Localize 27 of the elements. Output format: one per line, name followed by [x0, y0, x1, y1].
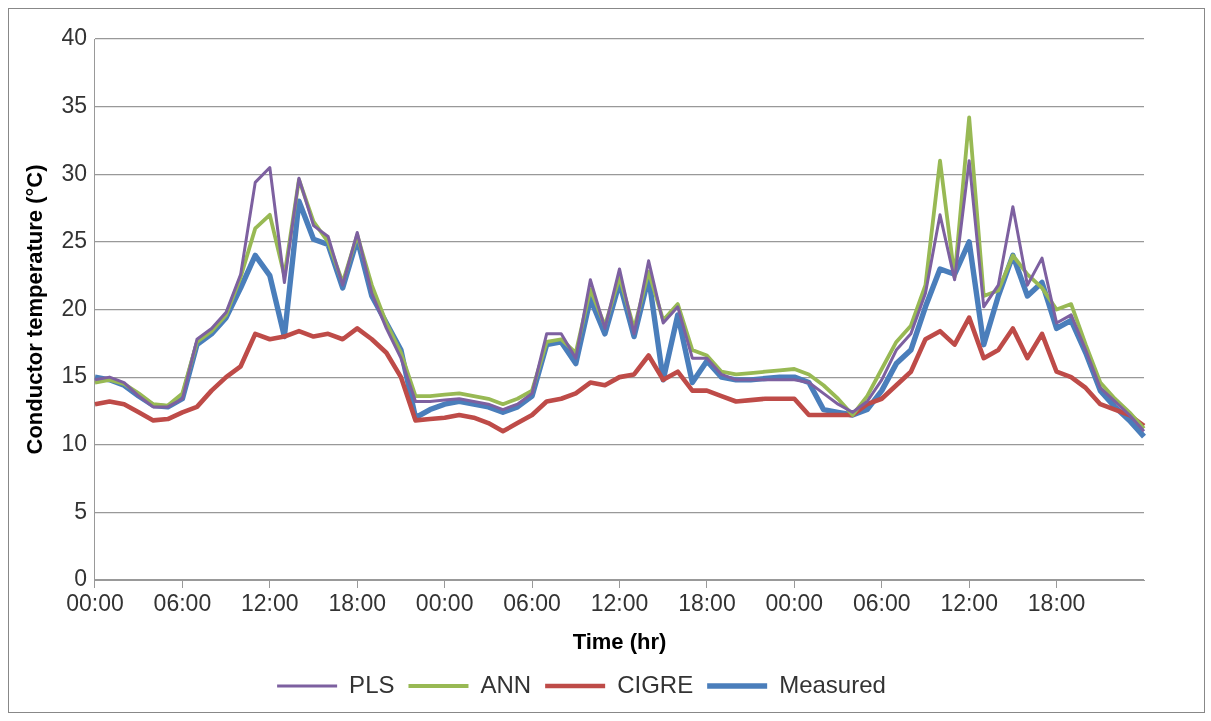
x-tick-label: 06:00: [852, 590, 911, 617]
y-tick-label: 30: [61, 159, 87, 186]
legend-label: Measured: [779, 670, 886, 698]
x-axis-title: Time (hr): [572, 628, 667, 654]
x-tick-label: 00:00: [66, 590, 124, 617]
x-tick-label: 18:00: [328, 590, 387, 617]
legend-label: CIGRE: [617, 670, 694, 698]
y-tick-label: 40: [61, 24, 87, 51]
y-tick-label: 0: [74, 565, 87, 592]
x-tick-label: 12:00: [590, 590, 649, 617]
legend-label: ANN: [480, 670, 532, 698]
x-tick-label: 18:00: [678, 590, 736, 617]
x-tick-label: 06:00: [153, 590, 212, 617]
y-tick-label: 20: [61, 294, 87, 321]
y-tick-label: 5: [74, 497, 87, 524]
x-tick-label: 00:00: [765, 590, 824, 617]
x-tick-label: 12:00: [241, 590, 299, 617]
y-tick-label: 35: [61, 91, 87, 118]
x-tick-label: 12:00: [940, 590, 998, 617]
y-tick-label: 10: [61, 430, 87, 457]
y-tick-label: 15: [61, 362, 87, 389]
y-tick-label: 25: [61, 227, 87, 254]
y-axis-title: Conductor temperature (°C): [22, 164, 48, 455]
x-tick-label: 06:00: [503, 590, 561, 617]
legend-label: PLS: [349, 670, 395, 698]
x-tick-label: 18:00: [1027, 590, 1086, 617]
x-tick-label: 00:00: [415, 590, 474, 617]
